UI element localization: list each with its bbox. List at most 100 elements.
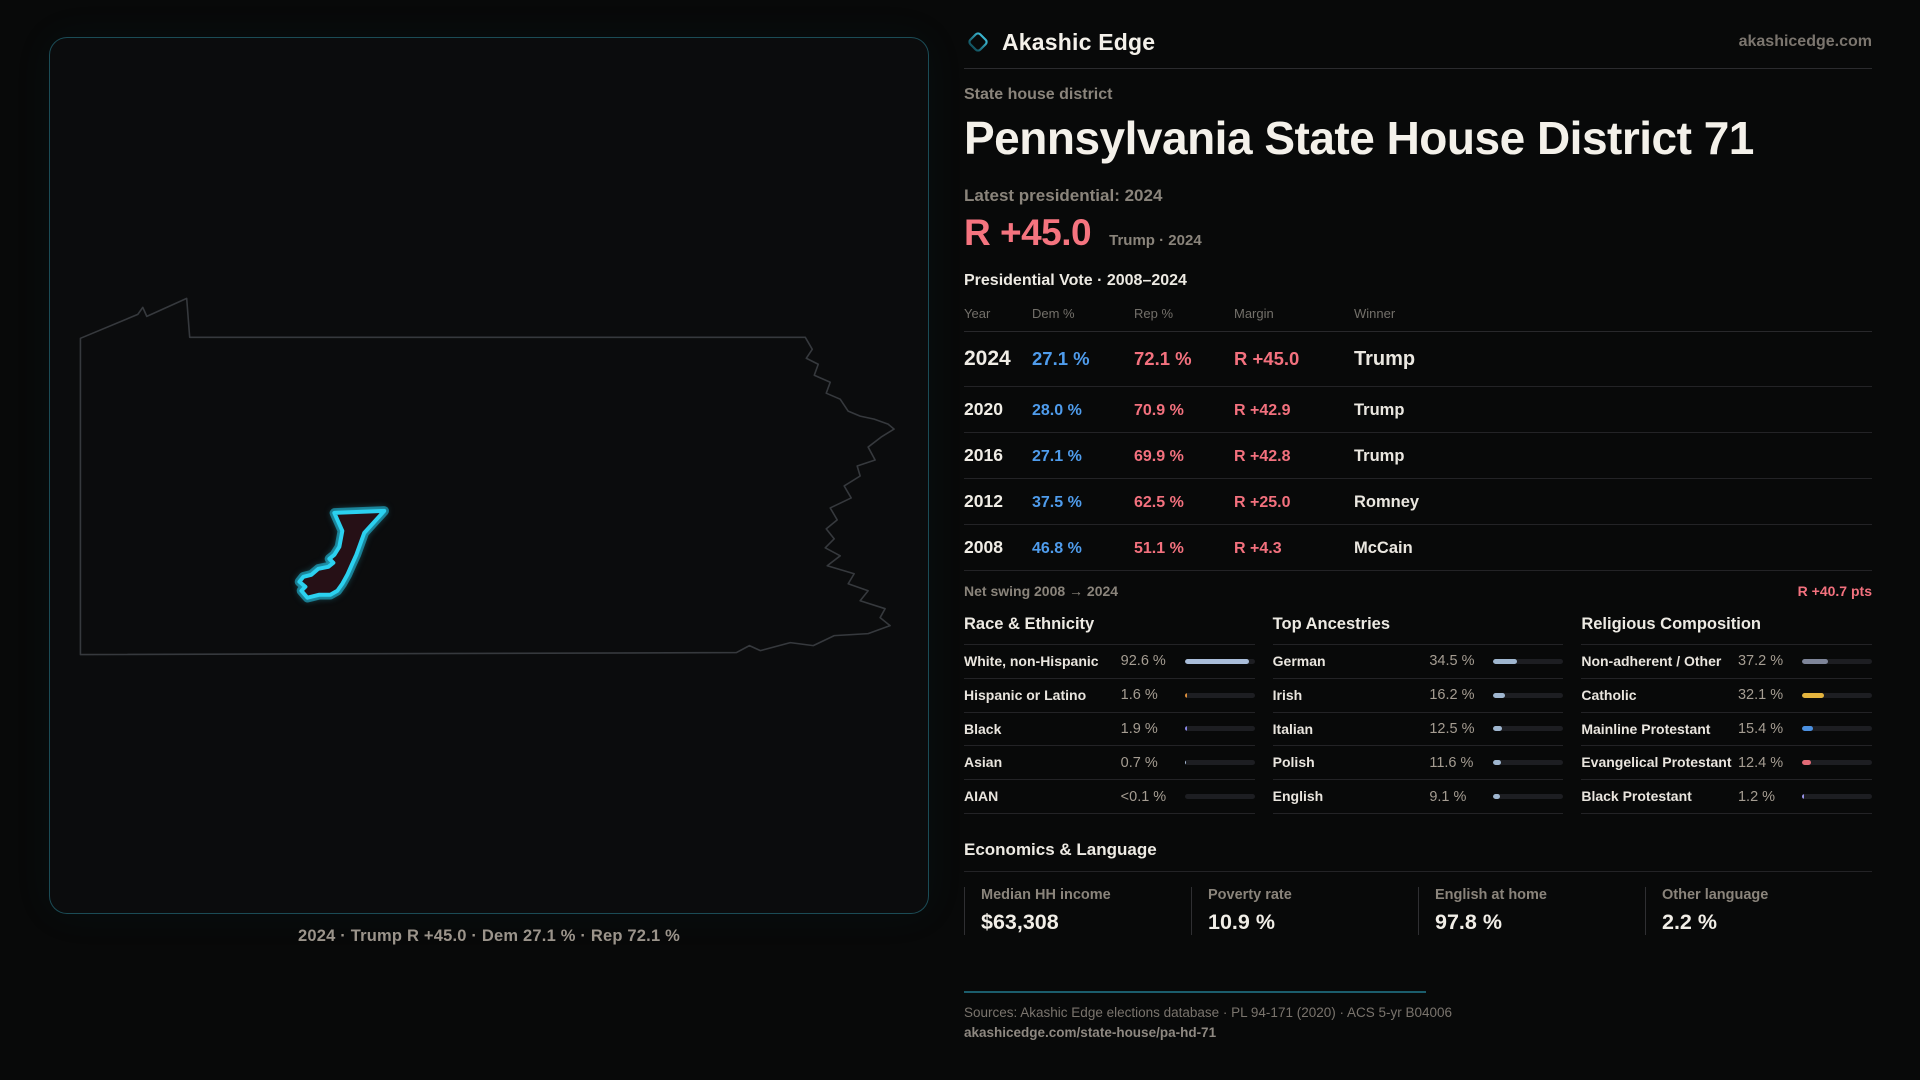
ancestries-row: Polish 11.6 %	[1272, 745, 1564, 779]
demo-value: 32.1 %	[1737, 687, 1784, 704]
vote-row-2012: 2012 37.5 % 62.5 % R +25.0 Romney	[964, 479, 1872, 525]
header-divider	[964, 68, 1872, 69]
table-header-row: Year Dem % Rep % Margin Winner	[964, 298, 1872, 332]
econ-stat: English at home 97.8 %	[1418, 886, 1645, 935]
topbar: Akashic Edge akashicedge.com	[964, 28, 1872, 56]
demo-bar-fill	[1801, 794, 1805, 800]
district-71-shape	[297, 508, 387, 600]
stat-value: 10.9 %	[1208, 909, 1275, 934]
pennsylvania-map	[79, 297, 895, 656]
religion-column: Religious Composition Non-adherent / Oth…	[1581, 615, 1872, 814]
demo-label: Asian	[964, 754, 1003, 771]
section-title-ancestries: Top Ancestries	[1272, 615, 1391, 633]
dem-cell: 28.0 %	[1032, 402, 1082, 419]
demo-bar-fill	[1801, 760, 1811, 766]
stat-label: Median HH income	[981, 886, 1111, 903]
kicker: State house district	[964, 86, 1113, 103]
net-swing-row: Net swing 2008 → 2024 R +40.7 pts	[964, 571, 1872, 603]
race-row: Hispanic or Latino 1.6 %	[964, 677, 1255, 712]
stat-label: Poverty rate	[1208, 886, 1292, 903]
demo-value: 1.9 %	[1120, 720, 1158, 737]
margin-cell: R +45.0	[1234, 348, 1300, 369]
brand-name: Akashic Edge	[1002, 28, 1156, 55]
rep-cell: 70.9 %	[1134, 402, 1184, 419]
footer: Sources: Akashic Edge elections database…	[964, 990, 1872, 1040]
economics-stats: Median HH income $63,308 Poverty rate 10.9 …	[964, 886, 1872, 935]
demo-bar-fill	[1493, 794, 1500, 800]
demo-value: 37.2 %	[1737, 653, 1784, 670]
demo-bar-track	[1801, 726, 1872, 732]
margin-cell: R +42.8	[1234, 448, 1291, 465]
year-cell: 2024	[964, 347, 1011, 370]
demo-bar-track	[1184, 692, 1255, 698]
religion-row: Catholic 32.1 %	[1581, 677, 1872, 712]
demo-bar-track	[1184, 794, 1255, 800]
year-cell: 2008	[964, 537, 1003, 557]
vote-row-2016: 2016 27.1 % 69.9 % R +42.8 Trump	[964, 433, 1872, 479]
demo-value: 34.5 %	[1429, 653, 1475, 670]
demo-value: 12.4 %	[1737, 754, 1784, 771]
race-row: Black 1.9 %	[964, 711, 1255, 746]
demo-label: German	[1272, 653, 1326, 669]
col-header-dem: Dem %	[1032, 306, 1075, 321]
rep-cell: 69.9 %	[1134, 448, 1184, 465]
rep-cell: 62.5 %	[1134, 494, 1184, 511]
rep-cell: 51.1 %	[1134, 540, 1184, 557]
demo-label: White, non-Hispanic	[964, 653, 1099, 669]
presidential-vote-table: Year Dem % Rep % Margin Winner 2024 27.1 …	[964, 298, 1872, 571]
stat-value: 97.8 %	[1435, 909, 1502, 934]
religion-rows: Non-adherent / Other 37.2 % Catholic 32.1 %…	[1581, 644, 1872, 814]
demo-label: Mainline Protestant	[1581, 720, 1711, 737]
margin-cell: R +25.0	[1234, 494, 1291, 511]
demo-value: 12.5 %	[1429, 720, 1475, 737]
demo-bar-track	[1493, 760, 1564, 766]
district-map-panel	[49, 37, 929, 914]
demo-value: 1.2 %	[1737, 788, 1776, 805]
religion-row: Evangelical Protestant 12.4 %	[1581, 745, 1872, 779]
table-body: 2024 27.1 % 72.1 % R +45.0 Trump 2020 28.0 % 70…	[964, 332, 1872, 571]
demo-bar-track	[1493, 726, 1564, 732]
race-rows: White, non-Hispanic 92.6 % Hispanic or Lat…	[964, 644, 1255, 814]
demo-value: 0.7 %	[1120, 754, 1158, 771]
ancestries-row: Italian 12.5 %	[1272, 711, 1564, 746]
demo-bar-track	[1801, 794, 1872, 800]
stat-value: 2.2 %	[1662, 909, 1717, 934]
religion-row: Non-adherent / Other 37.2 %	[1581, 644, 1872, 678]
vote-table-title: Presidential Vote · 2008–2024	[964, 272, 1187, 289]
demo-bar-fill	[1184, 726, 1188, 732]
demo-label: Irish	[1272, 686, 1303, 703]
section-title-religion: Religious Composition	[1581, 615, 1761, 633]
margin-badge: R +45.0	[964, 212, 1092, 253]
demo-label: AIAN	[964, 788, 999, 805]
demo-bar-track	[1493, 658, 1564, 664]
stat-label: Other language	[1662, 886, 1769, 903]
demo-value: 16.2 %	[1429, 687, 1475, 704]
permalink: akashicedge.com/state-house/pa-hd-71	[964, 1024, 1217, 1040]
vote-row-2008: 2008 46.8 % 51.1 % R +4.3 McCain	[964, 525, 1872, 571]
demo-bar-fill	[1184, 692, 1188, 698]
dem-cell: 27.1 %	[1032, 348, 1090, 369]
col-header-margin: Margin	[1234, 306, 1274, 321]
demo-bar-track	[1184, 726, 1255, 732]
net-swing-label: Net swing 2008 → 2024	[964, 583, 1119, 599]
map-caption: 2024 · Trump R +45.0 · Dem 27.1 % · Rep …	[298, 927, 680, 945]
dem-cell: 37.5 %	[1032, 494, 1082, 511]
demo-bar-track	[1801, 692, 1872, 698]
demo-bar-fill	[1801, 692, 1825, 698]
demo-label: Black	[964, 720, 1002, 737]
demo-bar-track	[1184, 760, 1255, 766]
race-row: Asian 0.7 %	[964, 745, 1255, 779]
year-cell: 2016	[964, 445, 1003, 465]
economics-title: Economics & Language	[964, 839, 1157, 859]
vote-row-2020: 2020 28.0 % 70.9 % R +42.9 Trump	[964, 387, 1872, 433]
diamond-logo-icon	[968, 32, 988, 52]
latest-label: Latest presidential: 2024	[964, 186, 1163, 205]
demo-value: 15.4 %	[1737, 720, 1784, 737]
ancestries-row: German 34.5 %	[1272, 644, 1564, 678]
econ-stat: Other language 2.2 %	[1645, 886, 1872, 935]
demo-label: Non-adherent / Other	[1581, 653, 1722, 669]
rep-cell: 72.1 %	[1134, 348, 1192, 369]
econ-stat: Median HH income $63,308	[964, 886, 1191, 935]
demo-bar-fill	[1184, 658, 1250, 664]
brand-domain: akashicedge.com	[1738, 33, 1872, 50]
